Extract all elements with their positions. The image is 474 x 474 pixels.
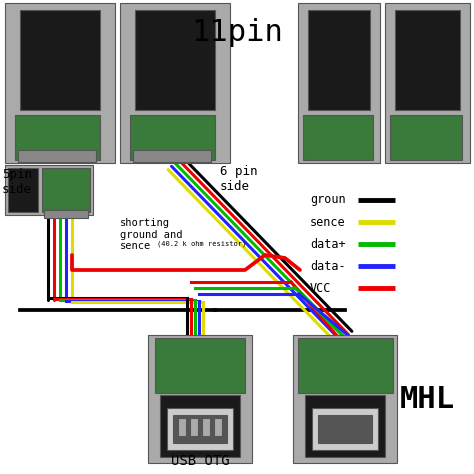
Bar bbox=[178, 418, 186, 436]
Bar bbox=[173, 415, 227, 443]
Text: data+: data+ bbox=[310, 237, 346, 250]
Bar bbox=[308, 10, 370, 110]
Bar bbox=[155, 338, 245, 393]
Bar bbox=[133, 150, 211, 162]
Text: 11pin: 11pin bbox=[191, 18, 283, 47]
Text: sence: sence bbox=[310, 216, 346, 228]
Bar bbox=[318, 415, 372, 443]
Bar bbox=[190, 418, 198, 436]
Bar bbox=[135, 10, 215, 110]
Bar bbox=[120, 3, 230, 163]
Bar bbox=[15, 115, 100, 160]
Bar bbox=[5, 165, 93, 215]
Bar bbox=[5, 3, 115, 163]
Text: (40.2 k ohm resistor): (40.2 k ohm resistor) bbox=[157, 240, 246, 246]
Bar bbox=[390, 115, 462, 160]
Bar bbox=[312, 408, 378, 450]
Text: USB OTG: USB OTG bbox=[171, 454, 229, 468]
Bar bbox=[298, 338, 393, 393]
Bar bbox=[202, 418, 210, 436]
Text: data-: data- bbox=[310, 259, 346, 273]
Bar bbox=[298, 3, 380, 163]
Bar bbox=[385, 3, 470, 163]
Bar bbox=[44, 210, 88, 218]
Bar bbox=[8, 168, 38, 212]
Bar bbox=[148, 335, 252, 463]
Bar bbox=[20, 10, 100, 110]
Bar bbox=[305, 395, 385, 457]
Bar bbox=[160, 395, 240, 457]
Text: 6 pin
side: 6 pin side bbox=[220, 165, 257, 193]
Bar bbox=[395, 10, 460, 110]
Text: shorting
ground and
sence: shorting ground and sence bbox=[120, 218, 182, 251]
Bar bbox=[42, 168, 90, 212]
Bar bbox=[214, 418, 222, 436]
Bar bbox=[293, 335, 397, 463]
Bar bbox=[18, 150, 96, 162]
Text: groun: groun bbox=[310, 193, 346, 207]
Text: 5pin
side: 5pin side bbox=[2, 168, 32, 196]
Bar bbox=[303, 115, 373, 160]
Text: VCC: VCC bbox=[310, 282, 331, 294]
Text: MHL: MHL bbox=[400, 385, 455, 414]
Bar bbox=[130, 115, 215, 160]
Bar bbox=[167, 408, 233, 450]
